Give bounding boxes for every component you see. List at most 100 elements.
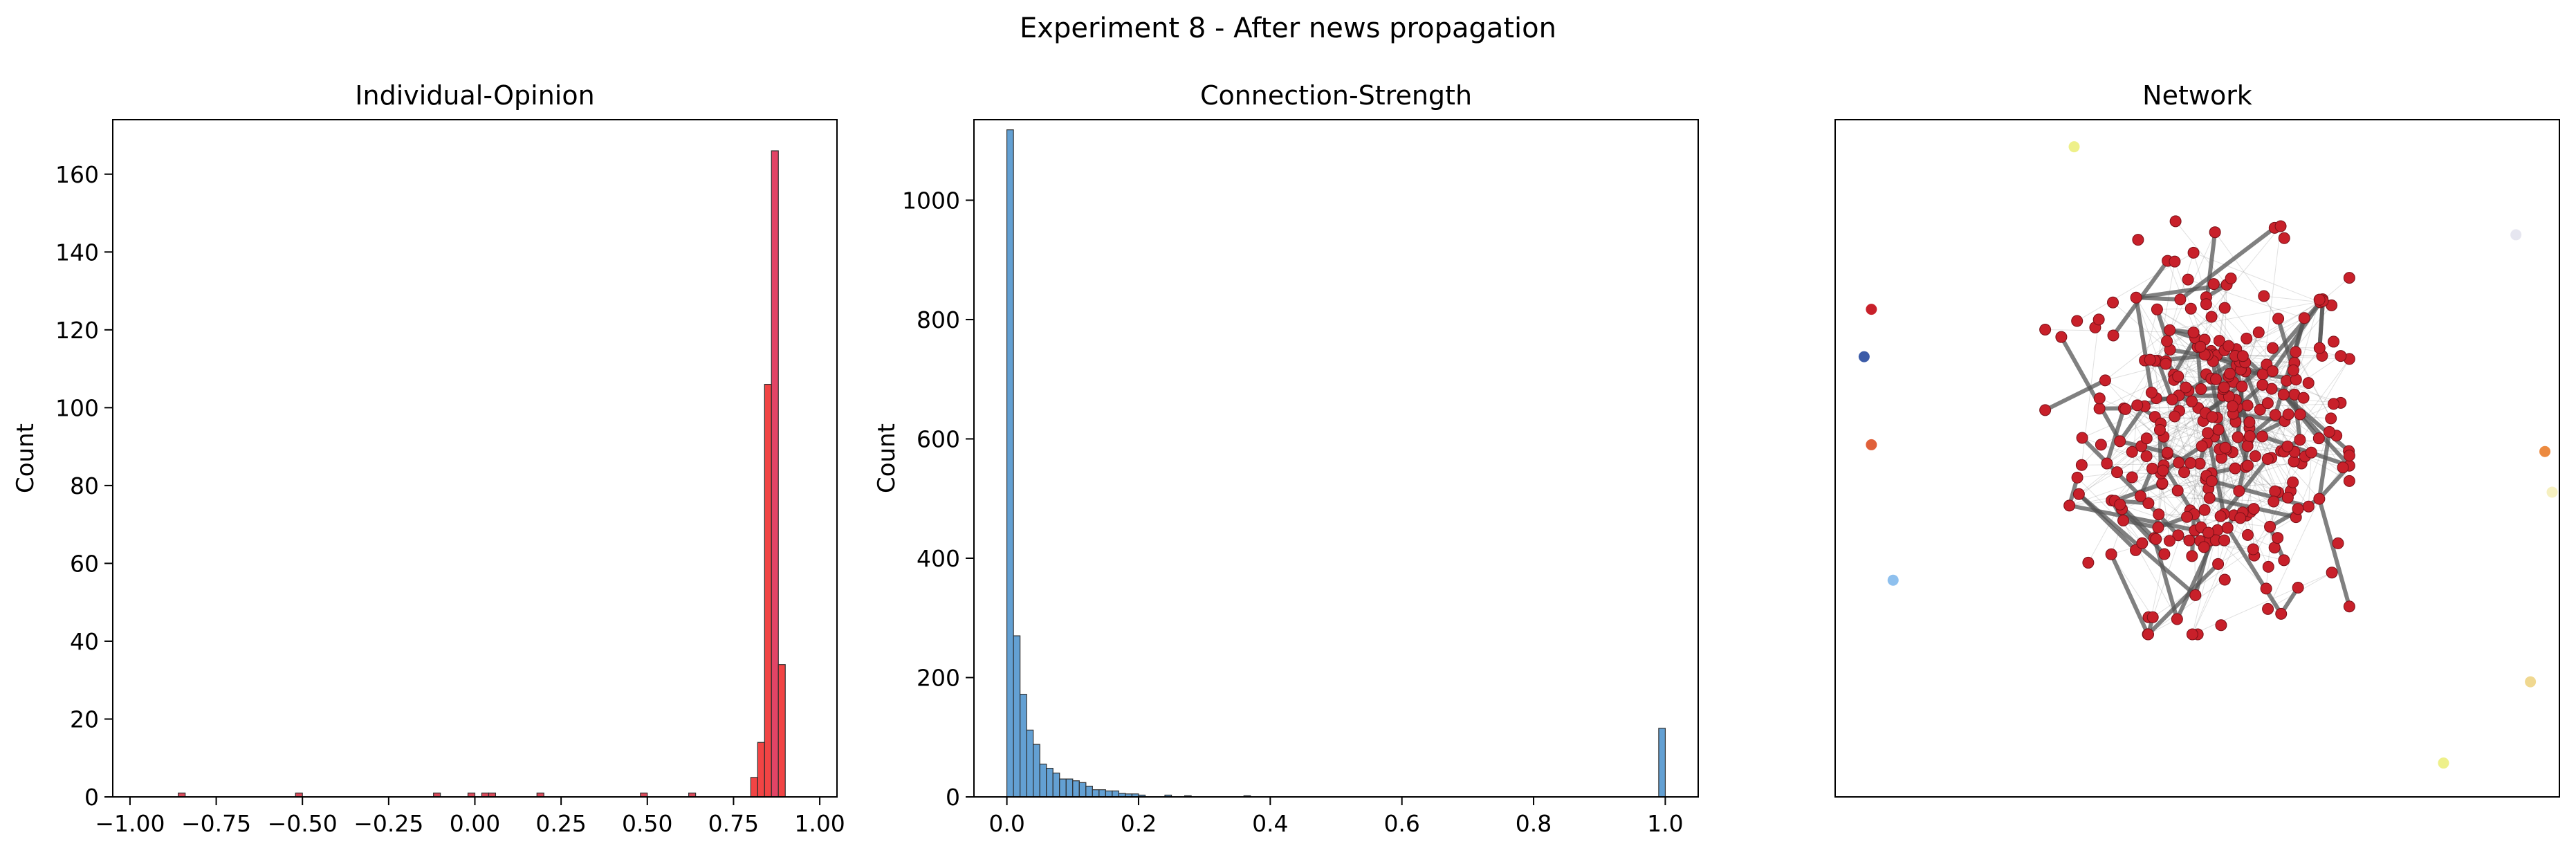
node: [2313, 493, 2326, 505]
edge: [2191, 512, 2243, 635]
edge: [2148, 468, 2236, 504]
axes-frame: [973, 119, 1699, 798]
edge: [2205, 304, 2208, 356]
x-tick-label: 0.6: [1383, 810, 1419, 837]
node: [2278, 232, 2290, 244]
node: [2119, 403, 2132, 415]
node: [2332, 537, 2344, 549]
node: [2092, 313, 2105, 326]
bar: [1020, 694, 1027, 798]
bar: [1072, 780, 1080, 798]
node: [2174, 293, 2187, 306]
x-tick-label: 1.00: [794, 810, 845, 837]
x-tick-label: −0.50: [268, 810, 338, 837]
strong-edge: [2146, 562, 2220, 637]
node: [2274, 220, 2287, 232]
x-tick-label: 1.0: [1647, 810, 1683, 837]
node: [2215, 619, 2227, 632]
node: [2218, 573, 2231, 586]
node: [2261, 397, 2274, 410]
node: [2172, 529, 2184, 542]
node: [2107, 329, 2119, 342]
node: [2282, 408, 2294, 421]
node: [2076, 432, 2088, 444]
outlier-node: [1866, 304, 1877, 315]
y-tick-label: 40: [70, 628, 99, 655]
edge: [2245, 371, 2295, 452]
node: [2302, 377, 2315, 389]
node: [2142, 628, 2155, 641]
edge: [2149, 316, 2212, 360]
node: [2134, 490, 2146, 502]
node: [2183, 534, 2196, 546]
node: [2180, 381, 2192, 394]
node: [2146, 611, 2159, 623]
y-tick-label: 120: [55, 317, 99, 344]
y-axis-label: Count: [12, 423, 39, 493]
edge: [2077, 477, 2143, 544]
node: [2325, 412, 2337, 425]
node: [2234, 512, 2247, 524]
node: [2142, 497, 2155, 510]
node: [2260, 582, 2272, 595]
node: [2131, 399, 2144, 412]
nodes: [1858, 141, 2558, 769]
node: [2093, 392, 2106, 405]
node: [2207, 278, 2220, 291]
bar: [1105, 790, 1113, 798]
edge: [2110, 520, 2124, 555]
bar: [1052, 772, 1060, 798]
node: [2277, 388, 2290, 401]
edge: [2241, 277, 2350, 370]
node: [2243, 416, 2256, 428]
node: [2146, 462, 2158, 475]
node: [2169, 215, 2182, 228]
node: [2095, 439, 2107, 451]
node: [2241, 399, 2254, 412]
bar: [1658, 728, 1666, 798]
node: [2082, 556, 2095, 569]
y-tick-label: 0: [946, 784, 960, 811]
node: [2196, 440, 2208, 452]
edge: [2137, 405, 2210, 499]
edge: [2211, 436, 2263, 481]
node: [2278, 554, 2290, 567]
edge: [2152, 549, 2254, 618]
y-tick-label: 20: [70, 706, 99, 733]
bar: [1006, 129, 1014, 798]
node: [2233, 485, 2245, 497]
strong-edge: [2225, 526, 2283, 616]
node: [2335, 350, 2347, 362]
opinion-histogram: −1.00 −0.75 −0.50 −0.25 0.00 0.25 0.50 0.75 1.00…: [12, 80, 845, 837]
node: [2287, 364, 2299, 376]
node: [2328, 335, 2340, 348]
node: [2294, 434, 2306, 446]
y-tick-label: 0: [84, 784, 99, 811]
x-tick-label: 0.75: [708, 810, 759, 837]
node: [2262, 603, 2274, 615]
bar: [1059, 778, 1067, 798]
bar: [1098, 789, 1106, 798]
node: [2132, 234, 2144, 246]
node: [2202, 526, 2215, 539]
node: [2214, 510, 2227, 522]
edge: [2155, 481, 2212, 540]
node: [2209, 373, 2222, 385]
node: [2281, 491, 2294, 504]
node: [2275, 607, 2288, 620]
edge: [2154, 360, 2162, 424]
strong-edge: [2281, 392, 2351, 454]
node: [2328, 398, 2340, 410]
node: [2269, 409, 2281, 421]
node: [2343, 450, 2355, 462]
node: [2107, 296, 2119, 309]
edge: [2262, 226, 2281, 375]
outlier-node: [1887, 574, 1899, 586]
edge: [2157, 309, 2194, 333]
node: [2272, 532, 2284, 544]
edge: [2124, 407, 2233, 453]
node: [2187, 327, 2200, 339]
node: [2337, 461, 2349, 474]
node: [2198, 541, 2210, 553]
